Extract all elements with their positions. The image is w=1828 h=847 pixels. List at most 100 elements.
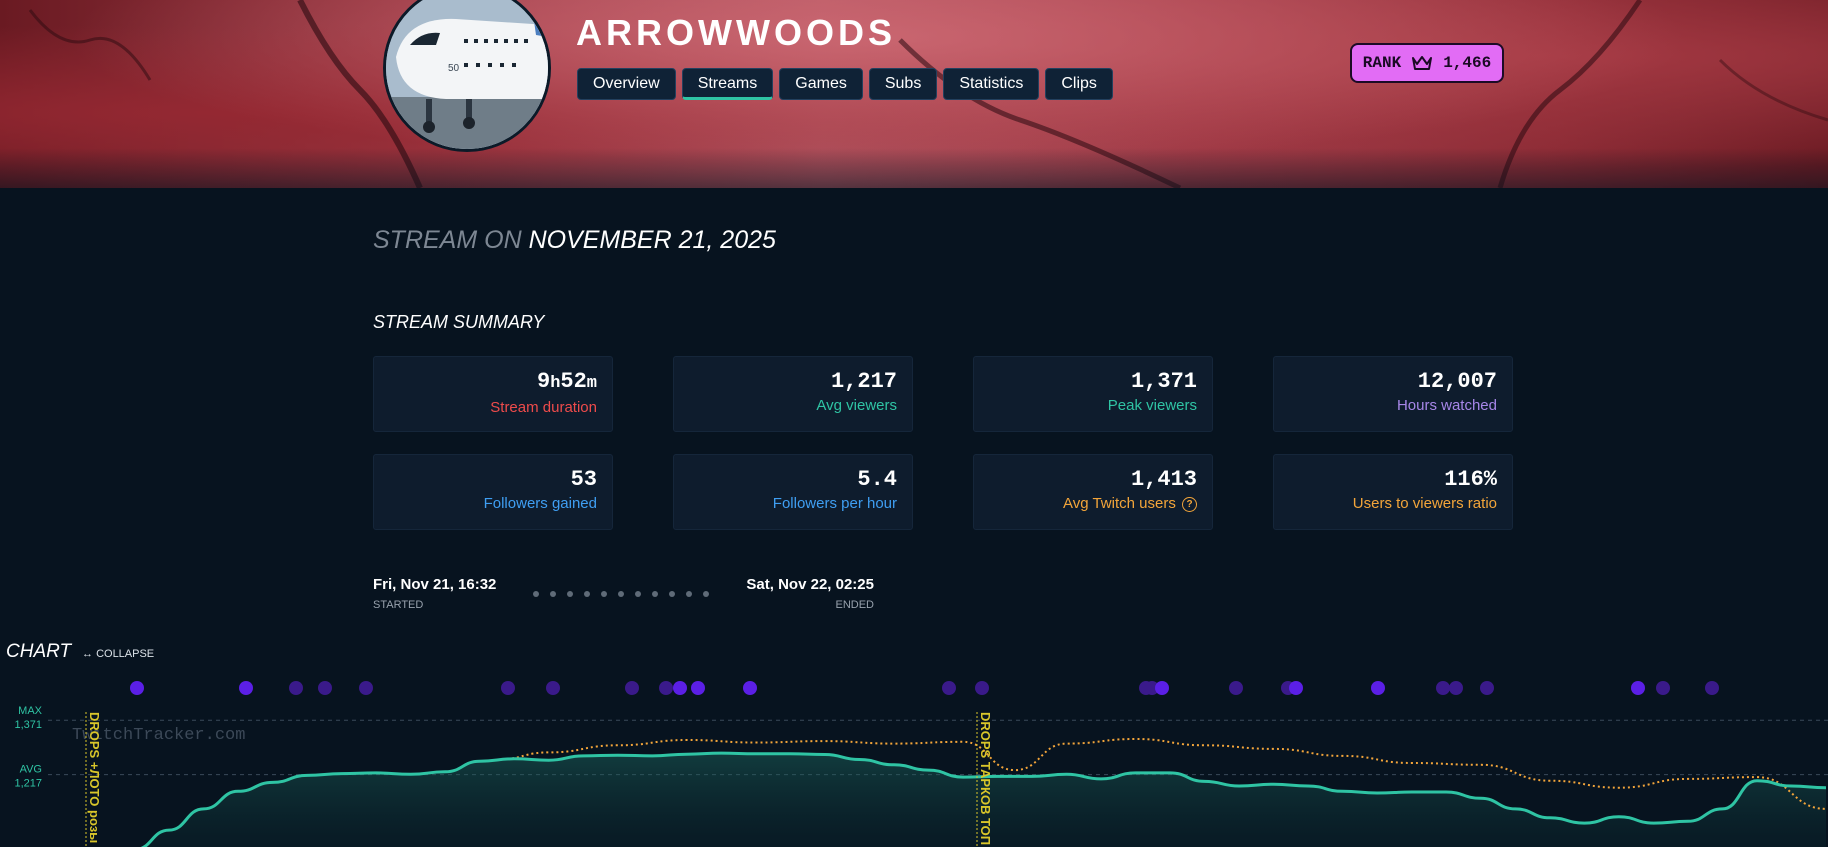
collapse-button[interactable]: ↔ COLLAPSE <box>82 648 154 660</box>
event-dot[interactable] <box>975 681 989 695</box>
crown-icon <box>1412 56 1433 70</box>
event-dot[interactable] <box>625 681 639 695</box>
tab-subs[interactable]: Subs <box>868 68 938 100</box>
tab-overview[interactable]: Overview <box>577 68 676 100</box>
rank-label: RANK <box>1362 54 1402 72</box>
stat-label-text: Avg Twitch users <box>1062 495 1176 512</box>
event-dot[interactable] <box>1145 681 1159 695</box>
banner-shade <box>0 148 1828 188</box>
event-dot[interactable] <box>743 681 757 695</box>
tab-games[interactable]: Games <box>779 68 863 100</box>
timeline-dot <box>669 591 675 597</box>
event-dot[interactable] <box>673 681 687 695</box>
timeline-dot <box>601 591 607 597</box>
stat-label: Avg viewers <box>816 397 897 414</box>
start-date: Fri, Nov 21, 16:32 <box>373 576 497 593</box>
event-dot[interactable] <box>1705 681 1719 695</box>
event-dot[interactable] <box>1155 681 1169 695</box>
event-dot[interactable] <box>1449 681 1463 695</box>
stat-value: 1,371 <box>1130 369 1197 394</box>
stat-card-avg-twitch-users: 1,413 Avg Twitch users ? <box>973 454 1213 530</box>
avg-value: 1,217 <box>14 778 42 790</box>
tab-statistics[interactable]: Statistics <box>943 68 1040 100</box>
event-dot[interactable] <box>1480 681 1494 695</box>
timeline-dot <box>584 591 590 597</box>
viewers-area <box>100 753 1826 847</box>
channel-name: ARROWWOODS <box>576 12 896 53</box>
event-dot[interactable] <box>1656 681 1670 695</box>
event-dot[interactable] <box>1289 681 1303 695</box>
stream-title-prefix: STREAM ON <box>373 226 522 254</box>
timeline-dot <box>686 591 692 597</box>
svg-text:50: 50 <box>448 63 460 74</box>
event-dot[interactable] <box>691 681 705 695</box>
viewers-series-line <box>140 751 1827 847</box>
timeline-dot <box>703 591 709 597</box>
end-date: Sat, Nov 22, 02:25 <box>746 576 874 593</box>
max-value: 1,371 <box>14 719 42 731</box>
stream-end: Sat, Nov 22, 02:25 ENDED <box>700 576 874 611</box>
stat-value: 5.4 <box>857 467 897 492</box>
timeline-dot <box>635 591 641 597</box>
event-dot[interactable] <box>659 681 673 695</box>
help-icon[interactable]: ? <box>1182 497 1197 512</box>
stat-card-hours-watched: 12,007 Hours watched <box>1273 356 1513 432</box>
stat-value: 1,413 <box>1130 467 1197 492</box>
collapse-label: COLLAPSE <box>96 648 155 660</box>
stream-start: Fri, Nov 21, 16:32 STARTED <box>373 576 496 611</box>
channel-banner <box>0 0 1828 188</box>
event-dot[interactable] <box>289 681 303 695</box>
stat-card-peak-viewers: 1,371 Peak viewers <box>973 356 1213 432</box>
avg-label: AVG <box>20 764 42 776</box>
viewers-chart[interactable]: TwitchTracker.com MAX 1,371 AVG 1,217 DR… <box>0 670 1828 847</box>
event-dot[interactable] <box>1436 681 1450 695</box>
stat-label: Followers gained <box>483 495 597 512</box>
stat-label: Stream duration <box>490 399 597 416</box>
event-dot[interactable] <box>1631 681 1645 695</box>
event-dot[interactable] <box>501 681 515 695</box>
stat-label: Hours watched <box>1396 397 1497 414</box>
annotation-text-1: DROPS +ЛОТО розы <box>87 712 102 843</box>
stat-label: Peak viewers <box>1107 397 1197 414</box>
event-dot[interactable] <box>942 681 956 695</box>
max-label: MAX <box>18 705 43 717</box>
timeline-dot <box>533 591 539 597</box>
event-dot[interactable] <box>239 681 253 695</box>
page-title: STREAM ON NOVEMBER 21, 2025 <box>373 226 776 255</box>
duration-minutes: 52 <box>560 369 587 394</box>
event-dot[interactable] <box>318 681 332 695</box>
stream-title-date: NOVEMBER 21, 2025 <box>528 226 776 254</box>
rank-badge[interactable]: RANK 1,466 <box>1350 43 1504 83</box>
timeline-dot <box>618 591 624 597</box>
stat-label: Users to viewers ratio <box>1352 495 1497 512</box>
stat-value: 9h52m <box>374 369 597 397</box>
timeline-dot <box>567 591 573 597</box>
watermark: TwitchTracker.com <box>72 726 245 745</box>
tab-streams[interactable]: Streams <box>681 68 774 100</box>
summary-title: STREAM SUMMARY <box>373 312 545 332</box>
stat-value: 1,217 <box>830 369 897 394</box>
event-dot[interactable] <box>546 681 560 695</box>
stat-card-followers-gained: 53 Followers gained <box>373 454 613 530</box>
event-dots <box>130 681 1719 695</box>
stat-label: Avg Twitch users ? <box>974 493 1197 515</box>
event-dot[interactable] <box>359 681 373 695</box>
event-dot[interactable] <box>130 681 144 695</box>
tab-clips[interactable]: Clips <box>1045 68 1113 100</box>
timeline-dots <box>533 591 709 597</box>
stat-card-users-ratio: 116% Users to viewers ratio <box>1273 454 1513 530</box>
event-dot[interactable] <box>1371 681 1385 695</box>
event-dot[interactable] <box>1229 681 1243 695</box>
duration-minutes-unit: m <box>586 374 597 393</box>
start-label: STARTED <box>373 599 424 611</box>
stat-value: 116% <box>1444 467 1497 492</box>
collapse-arrows-icon: ↔ <box>82 648 93 660</box>
stat-value: 12,007 <box>1417 369 1497 394</box>
stat-label: Followers per hour <box>772 495 897 512</box>
timeline-dot <box>652 591 658 597</box>
stat-card-duration: 9h52m Stream duration <box>373 356 613 432</box>
end-label: ENDED <box>835 599 874 611</box>
duration-hours-unit: h <box>550 374 561 393</box>
avatar[interactable]: 50 <box>383 0 551 152</box>
channel-tabs: Overview Streams Games Subs Statistics C… <box>577 68 1113 100</box>
